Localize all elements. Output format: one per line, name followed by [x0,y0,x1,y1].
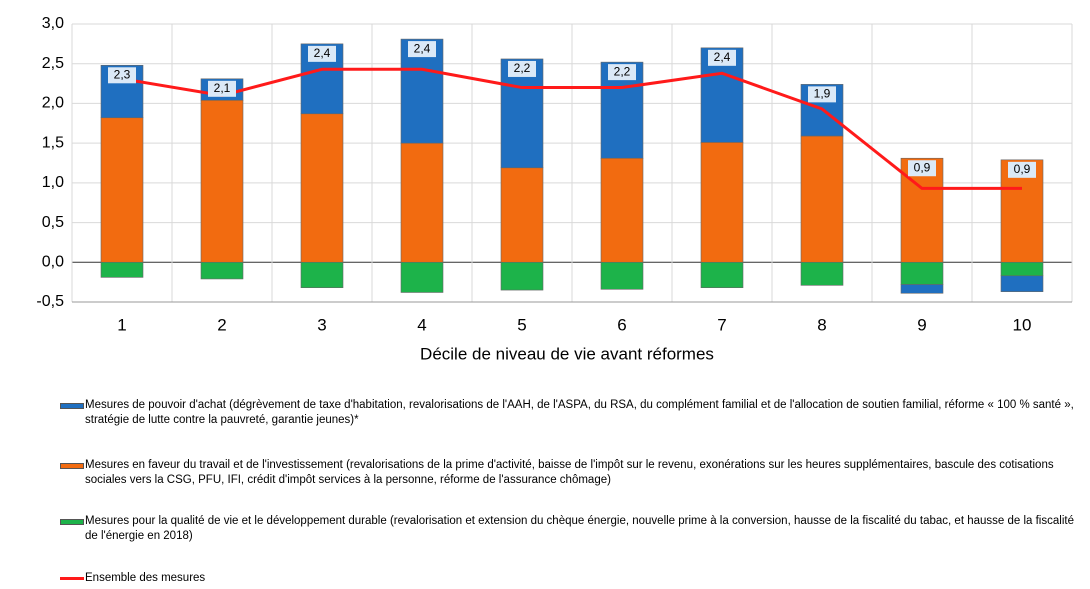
value-label-box [908,160,936,177]
value-label: 0,9 [1014,162,1031,176]
x-tick-label: 10 [1013,315,1032,334]
value-label-box [208,80,236,97]
y-tick-label: 2,0 [42,95,64,112]
legend-entry: Mesures de pouvoir d'achat (dégrèvement … [60,398,1085,428]
x-tick-label: 6 [617,315,626,334]
bar-segment [300,261,344,289]
bar-segment [1000,275,1044,292]
value-label: 1,9 [814,87,831,101]
value-label-box [708,49,736,66]
value-label: 2,2 [514,61,531,75]
x-tick-label: 7 [717,315,726,334]
value-label: 2,1 [214,81,231,95]
y-tick-label: 3,0 [42,15,64,32]
x-tick-label: 1 [117,315,126,334]
bar-segment [400,261,444,293]
legend-label: Mesures en faveur du travail et de l'inv… [85,459,1054,486]
bar-segment [800,261,844,286]
bar-segment [400,142,444,263]
value-label: 0,9 [914,160,931,174]
bar-segment [800,135,844,263]
value-label-box [108,67,136,84]
legend-swatch [60,403,84,409]
x-tick-label: 3 [317,315,326,334]
y-tick-label: -0,5 [36,293,64,310]
bar-segment [600,261,644,290]
bar-segment [200,99,244,263]
legend-swatch [60,463,84,469]
bar-segment [700,142,744,263]
total-line [121,67,1022,190]
x-tick-label: 5 [517,315,526,334]
bar-segment [900,261,944,285]
x-tick-label: 2 [217,315,226,334]
bar-segment [500,167,544,263]
y-tick-label: 1,0 [42,174,64,191]
y-tick-label: 0,5 [42,214,64,231]
value-label-box [808,86,836,103]
legend-entry: Mesures pour la qualité de vie et le dév… [60,514,1085,544]
legend-label: Ensemble des mesures [85,572,206,584]
y-tick-label: 0,0 [42,254,64,271]
value-label-box [608,64,636,81]
bar-segment [700,261,744,289]
legend-entry: Mesures en faveur du travail et de l'inv… [60,458,1085,488]
bar-segment [100,261,144,278]
legend-label: Mesures de pouvoir d'achat (dégrèvement … [85,399,1074,426]
x-tick-label: 4 [417,315,426,334]
legend-label: Mesures pour la qualité de vie et le dév… [85,515,1074,542]
bar-segment [200,261,244,280]
legend-entry: Ensemble des mesures [60,571,1085,586]
bar-segment [100,117,144,263]
bar-segment [900,284,944,294]
bar-segment [500,261,544,291]
value-label: 2,2 [614,64,631,78]
value-label-box [508,60,536,77]
legend-swatch [60,577,84,580]
value-label-box [308,45,336,62]
value-label: 2,4 [414,41,431,55]
bar-segment [300,113,344,263]
x-axis-title: Décile de niveau de vie avant réformes [420,344,714,363]
chart: Décile de niveau de vie avant réformes -… [36,15,1073,363]
x-tick-label: 8 [817,315,826,334]
value-label: 2,3 [114,67,131,81]
legend-swatch [60,519,84,525]
y-tick-label: 1,5 [42,134,64,151]
y-tick-label: 2,5 [42,55,64,72]
value-label: 2,4 [714,50,731,64]
x-tick-label: 9 [917,315,926,334]
bar-segment [1000,261,1044,277]
value-label-box [408,41,436,58]
value-label: 2,4 [314,46,331,60]
bar-segment [500,58,544,169]
value-label-box [1008,161,1036,178]
bar-segment [600,157,644,263]
